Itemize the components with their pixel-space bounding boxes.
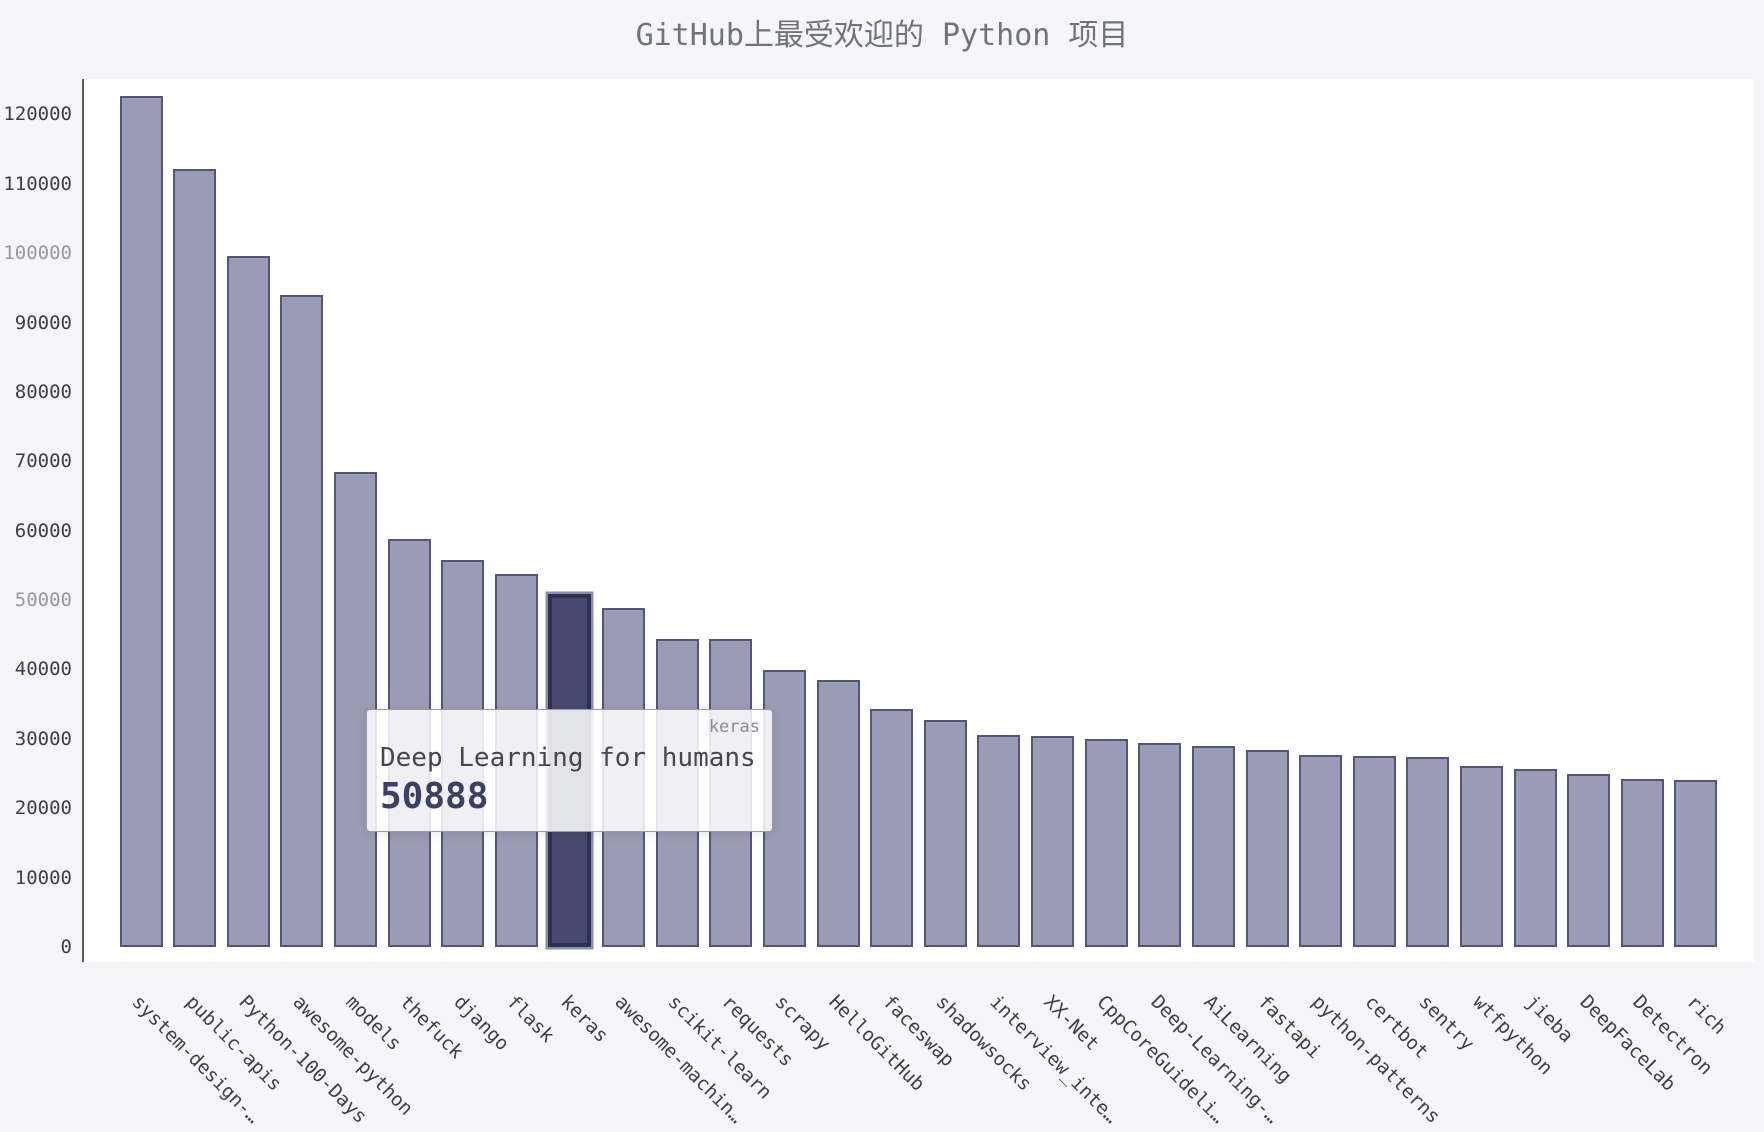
bar-HelloGitHub[interactable] — [816, 679, 860, 947]
tooltip-series-name: keras — [708, 717, 760, 737]
bar-Detectron[interactable] — [1620, 778, 1664, 947]
y-axis-tick-label-70000: 70000 — [14, 450, 72, 473]
bar-jieba[interactable] — [1513, 768, 1557, 947]
x-axis-label-public-apis: public-apis — [181, 991, 286, 1096]
tooltip-item-label: Deep Learning for humans — [380, 743, 756, 773]
bar-public-apis[interactable] — [173, 168, 217, 947]
x-axis-label-keras: keras — [556, 991, 613, 1048]
y-axis-tick-label-50000: 50000 — [14, 589, 72, 612]
bar-fastapi[interactable] — [1245, 749, 1289, 947]
bar-shadowsocks[interactable] — [923, 720, 967, 947]
bar-wtfpython[interactable] — [1460, 765, 1503, 947]
bar-XX-Net[interactable] — [1031, 735, 1075, 947]
x-axis-label-rich: rich — [1682, 991, 1731, 1039]
x-axis-label-shadowsocks: shadowsocks — [931, 991, 1037, 1096]
y-axis-tick-label-100000: 100000 — [3, 242, 72, 265]
y-axis-tick-label-10000: 10000 — [14, 866, 72, 889]
x-axis-label-HelloGitHub: HelloGitHub — [824, 991, 930, 1096]
tooltip-item-value: 50888 — [380, 776, 489, 817]
y-axis-tick-label-60000: 60000 — [14, 519, 72, 542]
bar-CppCoreGuideli…[interactable] — [1084, 738, 1128, 947]
bar-interview_inte…[interactable] — [977, 735, 1021, 947]
bar-rich[interactable] — [1674, 779, 1718, 947]
bar-DeepFaceLab[interactable] — [1567, 773, 1611, 947]
y-axis-tick-label-80000: 80000 — [14, 380, 72, 403]
bar-Deep-Learning-…[interactable] — [1138, 743, 1182, 947]
bar-sentry[interactable] — [1406, 756, 1450, 947]
y-axis-line — [82, 79, 84, 962]
y-axis-tick-label-30000: 30000 — [14, 727, 72, 750]
tooltip: keras Deep Learning for humans 50888 — [366, 709, 773, 832]
y-axis-tick-label-90000: 90000 — [14, 311, 72, 334]
y-axis-tick-label-0: 0 — [60, 936, 72, 958]
y-axis-tick-label-40000: 40000 — [14, 658, 72, 681]
bar-faceswap[interactable] — [870, 709, 914, 947]
bar-python-patterns[interactable] — [1299, 754, 1343, 947]
bar-system-design-…[interactable] — [119, 95, 163, 947]
x-axis-label-DeepFaceLab: DeepFaceLab — [1575, 991, 1680, 1096]
y-axis-tick-label-20000: 20000 — [14, 797, 72, 820]
bar-AiLearning[interactable] — [1191, 745, 1235, 947]
y-axis-tick-label-120000: 120000 — [3, 103, 72, 126]
bar-certbot[interactable] — [1352, 755, 1396, 947]
chart-title: GitHub上最受欢迎的 Python 项目 — [635, 18, 1129, 53]
y-axis-tick-label-110000: 110000 — [3, 172, 72, 195]
bar-awesome-python[interactable] — [280, 294, 324, 947]
bar-Python-100-Days[interactable] — [226, 255, 270, 947]
